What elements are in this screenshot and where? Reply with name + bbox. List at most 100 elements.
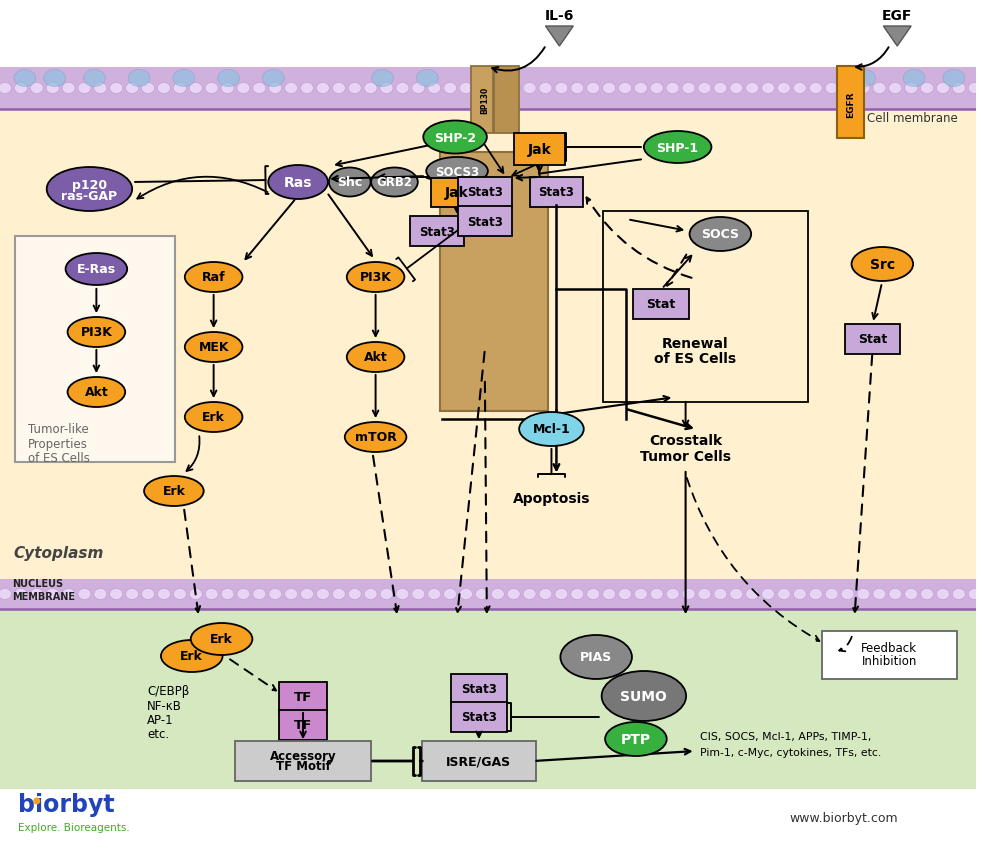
Ellipse shape bbox=[174, 589, 187, 600]
Ellipse shape bbox=[185, 403, 243, 432]
Text: Pim-1, c-Myc, cytokines, TFs, etc.: Pim-1, c-Myc, cytokines, TFs, etc. bbox=[700, 747, 882, 757]
Ellipse shape bbox=[634, 84, 647, 95]
Ellipse shape bbox=[825, 589, 838, 600]
Ellipse shape bbox=[423, 121, 487, 154]
Ellipse shape bbox=[475, 84, 488, 95]
Ellipse shape bbox=[30, 589, 43, 600]
Ellipse shape bbox=[371, 168, 417, 197]
Ellipse shape bbox=[603, 84, 616, 95]
Polygon shape bbox=[545, 27, 573, 47]
Text: ISRE/GAS: ISRE/GAS bbox=[447, 755, 512, 768]
Text: MEK: MEK bbox=[198, 341, 229, 354]
Ellipse shape bbox=[851, 247, 913, 281]
Ellipse shape bbox=[842, 84, 854, 95]
Text: Src: Src bbox=[870, 258, 895, 272]
Ellipse shape bbox=[842, 589, 854, 600]
Ellipse shape bbox=[714, 84, 727, 95]
Ellipse shape bbox=[157, 589, 171, 600]
FancyBboxPatch shape bbox=[451, 674, 507, 705]
Polygon shape bbox=[0, 789, 976, 853]
Ellipse shape bbox=[539, 589, 552, 600]
Text: MEMBRANE: MEMBRANE bbox=[12, 591, 75, 601]
Text: Properties: Properties bbox=[27, 438, 87, 450]
Ellipse shape bbox=[332, 84, 346, 95]
Ellipse shape bbox=[825, 84, 838, 95]
Ellipse shape bbox=[78, 84, 91, 95]
FancyBboxPatch shape bbox=[236, 741, 370, 781]
Ellipse shape bbox=[920, 84, 934, 95]
FancyBboxPatch shape bbox=[279, 711, 327, 740]
Ellipse shape bbox=[14, 71, 35, 87]
Polygon shape bbox=[0, 0, 976, 68]
Ellipse shape bbox=[205, 589, 218, 600]
Ellipse shape bbox=[491, 84, 505, 95]
Ellipse shape bbox=[129, 71, 150, 87]
Text: NUCLEUS: NUCLEUS bbox=[12, 578, 63, 589]
Text: Ras: Ras bbox=[284, 176, 312, 189]
Ellipse shape bbox=[619, 589, 631, 600]
FancyBboxPatch shape bbox=[471, 67, 493, 134]
Ellipse shape bbox=[411, 84, 425, 95]
Ellipse shape bbox=[126, 84, 138, 95]
Ellipse shape bbox=[853, 71, 875, 87]
Ellipse shape bbox=[745, 84, 759, 95]
Ellipse shape bbox=[444, 84, 457, 95]
Ellipse shape bbox=[269, 589, 282, 600]
Text: Stat3: Stat3 bbox=[461, 711, 497, 723]
Ellipse shape bbox=[144, 477, 203, 507]
Ellipse shape bbox=[650, 84, 663, 95]
Text: C/EBPβ: C/EBPβ bbox=[147, 684, 190, 697]
Ellipse shape bbox=[968, 589, 981, 600]
Text: NF-κB: NF-κB bbox=[147, 699, 182, 712]
Ellipse shape bbox=[889, 84, 901, 95]
Polygon shape bbox=[0, 68, 976, 579]
Text: EGFR: EGFR bbox=[846, 91, 855, 118]
Ellipse shape bbox=[218, 71, 240, 87]
Polygon shape bbox=[0, 609, 976, 789]
Ellipse shape bbox=[191, 624, 252, 655]
Text: Renewal: Renewal bbox=[662, 337, 729, 351]
Ellipse shape bbox=[316, 589, 329, 600]
Ellipse shape bbox=[285, 84, 298, 95]
Ellipse shape bbox=[666, 589, 680, 600]
Ellipse shape bbox=[730, 84, 742, 95]
Ellipse shape bbox=[555, 589, 568, 600]
Ellipse shape bbox=[237, 84, 249, 95]
Ellipse shape bbox=[857, 84, 870, 95]
Ellipse shape bbox=[519, 413, 583, 446]
Ellipse shape bbox=[46, 84, 59, 95]
Ellipse shape bbox=[953, 589, 965, 600]
Ellipse shape bbox=[889, 589, 901, 600]
Ellipse shape bbox=[523, 84, 536, 95]
Text: PI3K: PI3K bbox=[81, 326, 112, 339]
FancyBboxPatch shape bbox=[822, 631, 956, 679]
Ellipse shape bbox=[491, 589, 505, 600]
Ellipse shape bbox=[603, 589, 616, 600]
Ellipse shape bbox=[619, 84, 631, 95]
Ellipse shape bbox=[44, 71, 66, 87]
Text: PIAS: PIAS bbox=[580, 651, 613, 664]
Ellipse shape bbox=[364, 84, 377, 95]
Text: Stat3: Stat3 bbox=[419, 225, 455, 238]
Text: Stat3: Stat3 bbox=[461, 682, 497, 696]
Ellipse shape bbox=[66, 253, 128, 286]
Text: ras-GAP: ras-GAP bbox=[61, 189, 118, 202]
Ellipse shape bbox=[237, 589, 249, 600]
Text: Stat3: Stat3 bbox=[538, 186, 574, 200]
Text: Stat: Stat bbox=[646, 299, 676, 311]
FancyBboxPatch shape bbox=[0, 579, 976, 609]
Circle shape bbox=[33, 798, 40, 804]
Ellipse shape bbox=[953, 84, 965, 95]
Ellipse shape bbox=[190, 589, 202, 600]
Text: Cell membrane: Cell membrane bbox=[867, 112, 958, 125]
Ellipse shape bbox=[110, 84, 123, 95]
Ellipse shape bbox=[745, 589, 759, 600]
Ellipse shape bbox=[778, 589, 791, 600]
Ellipse shape bbox=[345, 422, 407, 452]
Ellipse shape bbox=[0, 589, 12, 600]
FancyBboxPatch shape bbox=[845, 325, 900, 355]
Ellipse shape bbox=[329, 168, 370, 197]
Ellipse shape bbox=[428, 589, 441, 600]
Ellipse shape bbox=[644, 132, 711, 164]
FancyBboxPatch shape bbox=[422, 741, 535, 781]
